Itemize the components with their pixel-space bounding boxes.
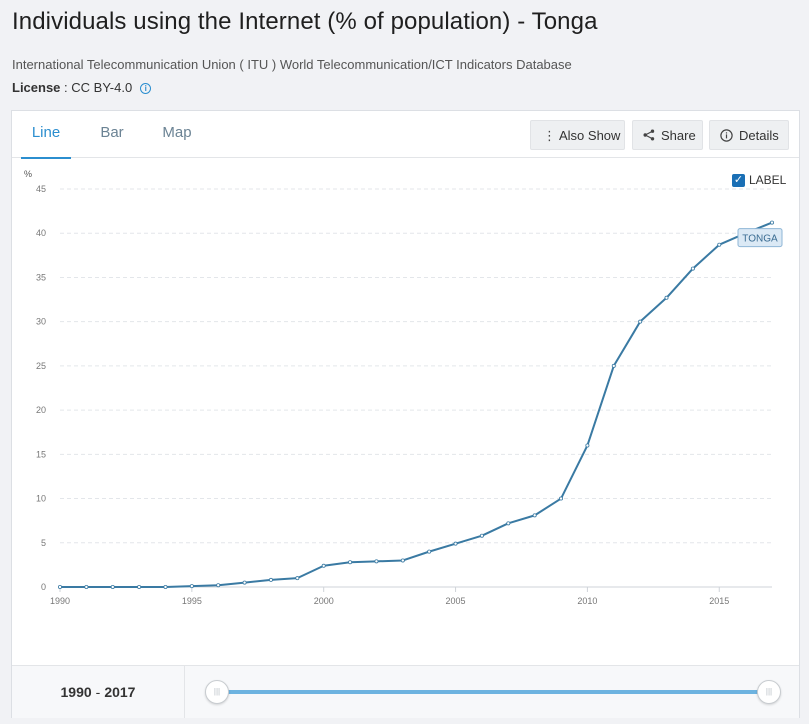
x-tick-label: 2010 [577,596,597,606]
x-tick-label: 2000 [314,596,334,606]
line-chart: % 0 5 10 15 20 25 30 35 40 45 1990 1995 2000 2005 2010 2… [24,169,783,606]
series-end-label-box [737,228,783,248]
data-point [664,295,669,300]
y-tick-label: 40 [36,228,46,238]
data-point [585,443,590,448]
data-point [453,541,458,546]
y-tick-label: 5 [41,538,46,548]
y-tick-label: 15 [36,449,46,459]
data-point [268,577,273,582]
license-line: License : CC BY-4.0 i [12,80,152,95]
share-button[interactable]: Share [632,120,703,150]
data-point [532,513,537,518]
data-point [559,496,564,501]
range-separator: - [95,684,101,700]
data-point [110,584,115,589]
data-point [374,559,379,564]
data-point [216,583,221,588]
data-point [137,584,142,589]
data-point [427,549,432,554]
y-tick-label: 35 [36,272,46,282]
x-tick-label: 2015 [709,596,729,606]
source-text: International Telecommunication Union ( … [12,57,572,72]
x-tick-label: 1990 [50,596,70,606]
y-axis-unit-label: % [24,169,32,179]
data-point [189,584,194,589]
data-point [84,584,89,589]
more-vertical-icon: ⋮ [543,128,556,143]
series-end-label: TONGA [742,234,778,245]
label-checkbox[interactable]: ✓ [732,174,745,187]
range-end: 2017 [104,684,136,700]
y-tick-label: 45 [36,184,46,194]
data-point [321,563,326,568]
page-title: Individuals using the Internet (% of pop… [12,8,598,35]
y-tick-label: 25 [36,361,46,371]
data-point [717,242,722,247]
range-slider-end-handle[interactable]: ||| [757,680,781,704]
data-point [690,266,695,271]
data-point [506,521,511,526]
range-footer: 1990-2017 ||| ||| [12,665,799,718]
share-icon [643,121,655,151]
range-start: 1990 [60,684,92,700]
data-point [58,584,63,589]
info-circle-icon [720,121,733,151]
x-tick-label: 2005 [446,596,466,606]
label-toggle-text: LABEL [749,173,787,187]
tab-bar[interactable]: Bar [100,124,124,141]
chart-tabs: Line Bar Map ⋮ Also Show Share [12,111,799,159]
also-show-button[interactable]: ⋮ Also Show [530,120,625,150]
tab-map[interactable]: Map [162,124,192,141]
data-point [163,584,168,589]
also-show-label: Also Show [559,128,621,143]
data-point [611,363,616,368]
details-button[interactable]: Details [709,120,789,150]
data-point [400,558,405,563]
range-slider-start-handle[interactable]: ||| [205,680,229,704]
data-point [770,220,775,225]
y-tick-label: 10 [36,494,46,504]
data-point [479,533,484,538]
info-icon[interactable]: i [140,83,152,94]
series-line [60,221,773,588]
share-label: Share [661,128,696,143]
range-slider-track[interactable] [217,690,770,694]
year-range-label: 1990-2017 [12,666,185,718]
data-point [638,319,643,324]
y-tick-label: 0 [41,582,46,592]
license-value: : CC BY-4.0 [60,80,133,95]
y-tick-label: 30 [36,317,46,327]
details-label: Details [739,128,779,143]
tab-line[interactable]: Line [21,111,71,159]
license-label: License [12,80,61,95]
data-point [295,576,300,581]
data-point [348,560,353,565]
data-point [242,580,247,585]
chart-card: Line Bar Map ⋮ Also Show Share [11,110,800,718]
y-tick-label: 20 [36,405,46,415]
x-tick-label: 1995 [182,596,202,606]
